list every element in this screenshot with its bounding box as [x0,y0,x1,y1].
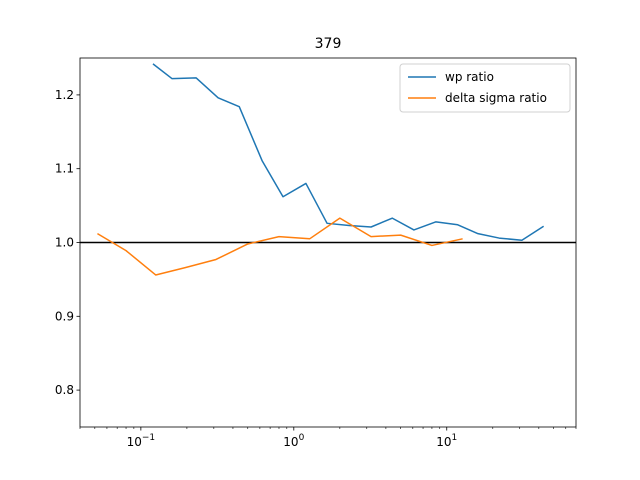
x-tick-label: 100 [283,433,304,449]
chart-title: 379 [315,36,342,52]
y-tick-label: 1.1 [55,162,74,176]
axes: 0.8 0.9 1.0 1.1 1.2 10−1 100 101 [55,57,577,449]
plot-area [80,63,576,276]
legend: wp ratio delta sigma ratio [399,63,571,113]
y-tick-label: 0.8 [55,383,74,397]
y-tick-label: 0.9 [55,309,74,323]
x-tick-label: 10−1 [127,433,156,449]
y-tick-label: 1.0 [55,236,74,250]
series-line-2 [97,217,463,276]
series-line-1 [152,63,545,242]
y-tick-label: 1.2 [55,88,74,102]
legend-label-1: wp ratio [445,70,494,84]
legend-label-2: delta sigma ratio [445,91,547,105]
legend-box [399,63,571,113]
x-tick-label: 101 [436,433,457,449]
